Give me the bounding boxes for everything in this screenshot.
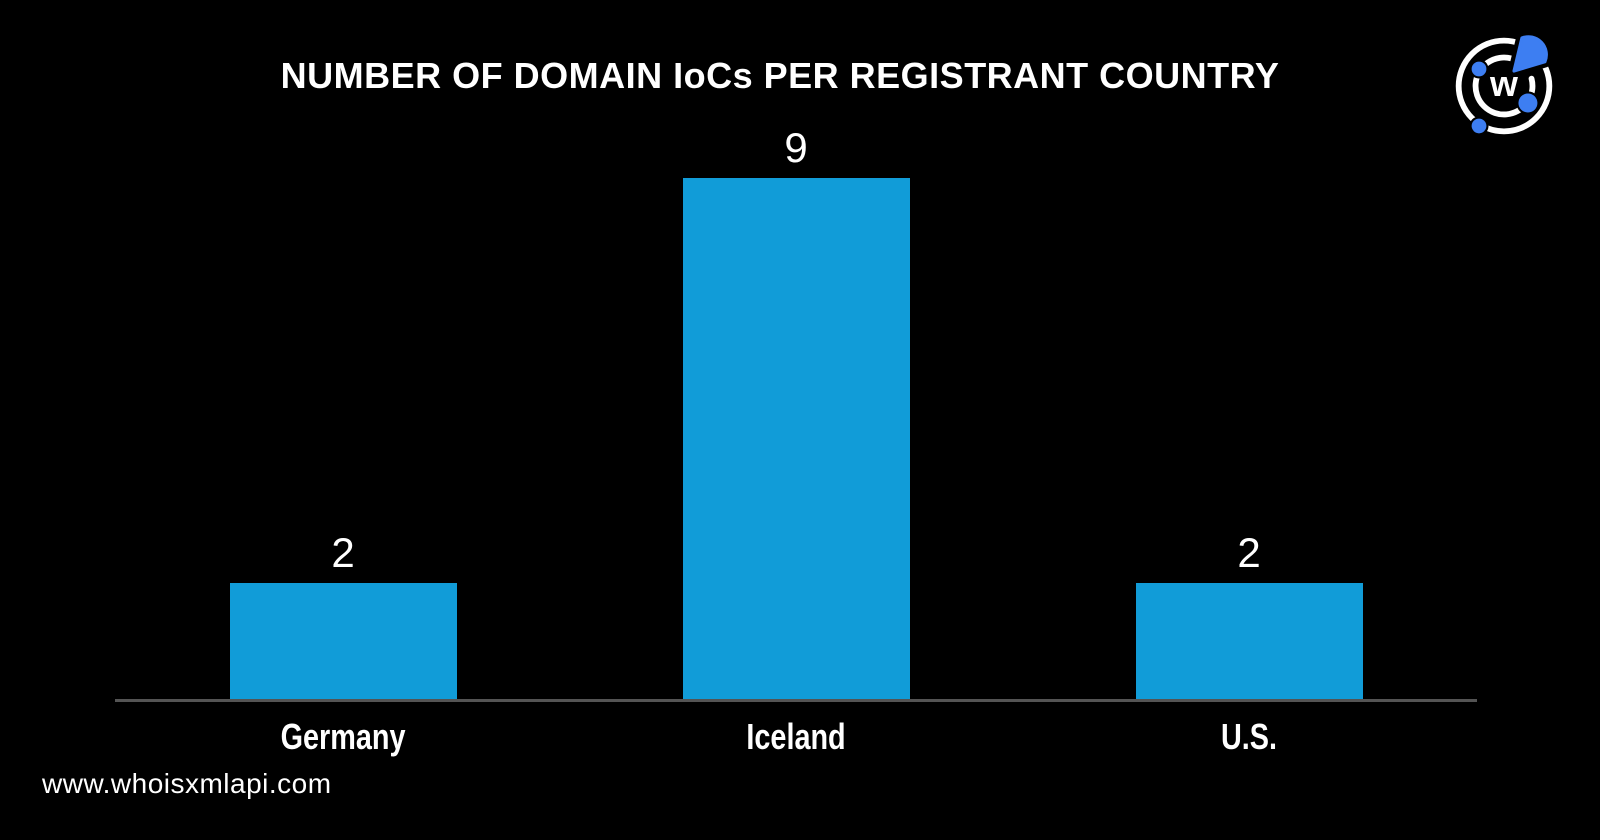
- bar-group-us: 2: [1135, 529, 1363, 699]
- category-label-iceland: Iceland: [746, 716, 846, 757]
- value-label-iceland: 9: [784, 124, 808, 171]
- bar-group-iceland: 9: [682, 124, 910, 699]
- bar-iceland: [682, 178, 910, 699]
- chart-title: NUMBER OF DOMAIN IoCs PER REGISTRANT COU…: [280, 55, 1280, 96]
- bar-chart: 2 9 2 Germany Iceland U.S.: [115, 0, 1477, 840]
- whoisxmlapi-logo-icon: w: [1455, 31, 1553, 136]
- category-label-us: U.S.: [1220, 716, 1277, 757]
- bar-us: [1135, 583, 1363, 699]
- logo-dot-icon: [1518, 93, 1538, 113]
- bar-germany: [229, 583, 457, 699]
- logo-dot-icon: [1471, 61, 1487, 77]
- logo-outer-ring: [1455, 37, 1553, 135]
- plot-area: 2 9 2: [115, 0, 1477, 699]
- footer-url: www.whoisxmlapi.com: [42, 768, 332, 799]
- logo-letter: w: [1489, 64, 1518, 104]
- logo-wedge-icon: [1512, 35, 1548, 73]
- value-label-us: 2: [1237, 529, 1261, 576]
- bar-group-germany: 2: [229, 529, 457, 699]
- x-axis-line: [115, 699, 1477, 702]
- logo-dot-icon: [1471, 118, 1487, 134]
- category-labels: Germany Iceland U.S.: [115, 714, 1477, 774]
- category-label-germany: Germany: [280, 716, 406, 757]
- value-label-germany: 2: [331, 529, 355, 576]
